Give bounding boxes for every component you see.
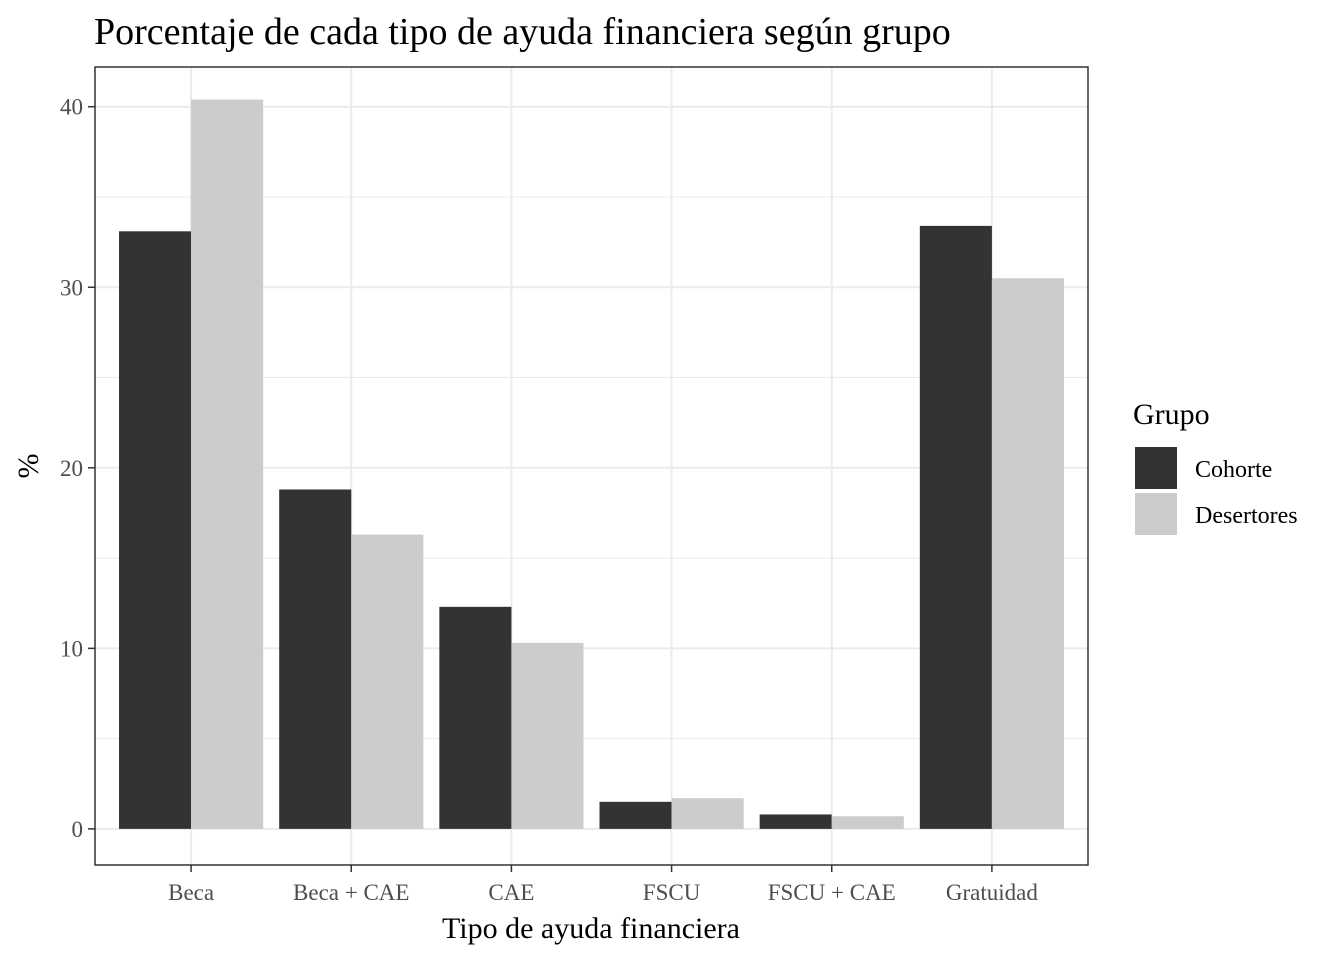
plot-area bbox=[94, 66, 1089, 866]
legend-label-cohorte: Cohorte bbox=[1195, 457, 1272, 483]
x-tick-label: Gratuidad bbox=[946, 880, 1038, 905]
bar-cohorte-4 bbox=[599, 801, 672, 829]
y-axis: 0 10 20 30 40 bbox=[60, 95, 95, 842]
x-tick-label: Beca + CAE bbox=[293, 880, 409, 905]
legend-title: Grupo bbox=[1133, 398, 1210, 431]
bar-desertores-4 bbox=[671, 798, 744, 829]
bars bbox=[119, 99, 1064, 829]
legend-key-desertores bbox=[1135, 493, 1177, 535]
x-axis: Beca Beca + CAE CAE FSCU FSCU + CAE Gratuidad bbox=[168, 865, 1038, 905]
bar-desertores-5 bbox=[831, 816, 904, 829]
y-tick-label: 40 bbox=[60, 95, 83, 120]
chart-title: Porcentaje de cada tipo de ayuda financi… bbox=[94, 11, 951, 53]
bar-desertores-6 bbox=[991, 278, 1064, 829]
bar-cohorte-1 bbox=[119, 231, 192, 829]
bar-cohorte-6 bbox=[919, 225, 992, 829]
y-axis-title: % bbox=[12, 454, 45, 479]
legend: Grupo Cohorte Desertores bbox=[1133, 398, 1298, 535]
y-tick-label: 30 bbox=[60, 275, 83, 300]
bar-desertores-3 bbox=[511, 642, 584, 829]
x-axis-title: Tipo de ayuda financiera bbox=[442, 912, 740, 945]
legend-items: Cohorte Desertores bbox=[1135, 447, 1298, 535]
legend-key-cohorte bbox=[1135, 447, 1177, 489]
y-tick-label: 20 bbox=[60, 456, 83, 481]
bar-cohorte-5 bbox=[759, 814, 832, 829]
y-tick-label: 10 bbox=[60, 636, 83, 661]
plot-panel-border bbox=[94, 66, 1089, 866]
x-tick-label: CAE bbox=[488, 880, 534, 905]
bar-desertores-2 bbox=[351, 534, 424, 829]
bar-cohorte-2 bbox=[279, 489, 352, 829]
x-tick-label: Beca bbox=[168, 880, 214, 905]
bar-desertores-1 bbox=[191, 99, 264, 829]
x-tick-label: FSCU bbox=[643, 880, 701, 905]
y-tick-label: 0 bbox=[72, 817, 84, 842]
legend-label-desertores: Desertores bbox=[1195, 503, 1298, 529]
x-tick-label: FSCU + CAE bbox=[768, 880, 896, 905]
bar-cohorte-3 bbox=[439, 606, 512, 829]
